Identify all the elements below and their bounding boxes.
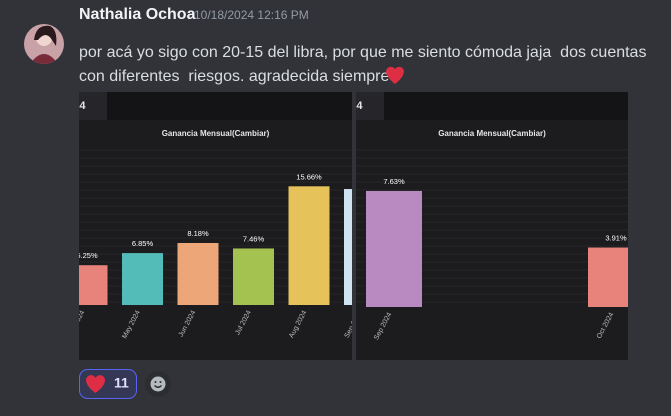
tab-label: 2024 bbox=[338, 100, 363, 112]
timestamp: 10/18/2024 12:16 PM bbox=[194, 8, 309, 22]
data-label: 7.63% bbox=[383, 177, 405, 186]
bar bbox=[177, 243, 219, 305]
data-label: 5.25% bbox=[76, 251, 98, 260]
data-label: 3.91% bbox=[605, 234, 627, 243]
heart-emoji bbox=[386, 66, 404, 84]
tab bbox=[356, 92, 384, 120]
avatar[interactable] bbox=[24, 24, 64, 64]
tab-strip bbox=[356, 92, 628, 120]
bar bbox=[79, 265, 108, 305]
reaction-heart bbox=[86, 375, 105, 393]
tab-strip bbox=[79, 92, 352, 120]
data-label: 6.85% bbox=[132, 239, 154, 248]
data-label: 8.18% bbox=[187, 229, 209, 238]
reaction-count: 11 bbox=[114, 375, 129, 391]
add-reaction[interactable] bbox=[145, 371, 171, 397]
tab bbox=[79, 92, 107, 120]
chart-title: Ganancia Mensual(Cambiar) bbox=[438, 129, 546, 138]
chart-title: Ganancia Mensual(Cambiar) bbox=[162, 129, 270, 138]
bar bbox=[122, 253, 163, 305]
message-line: con diferentes riesgos. agradecida siemp… bbox=[79, 68, 389, 85]
bar bbox=[288, 186, 330, 305]
bar bbox=[344, 189, 352, 305]
tab-label: 2024 bbox=[61, 100, 86, 112]
bar bbox=[233, 248, 274, 305]
bar bbox=[366, 190, 422, 307]
author-name[interactable]: Nathalia Ochoa bbox=[79, 6, 196, 23]
data-label: 7.46% bbox=[243, 234, 265, 243]
message-line: por acá yo sigo con 20-15 del libra, por… bbox=[79, 44, 646, 61]
data-label: 15.66% bbox=[296, 172, 322, 181]
bar bbox=[588, 247, 628, 307]
